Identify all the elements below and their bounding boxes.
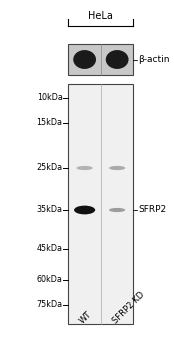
Text: WT: WT (78, 310, 94, 326)
Text: 25kDa: 25kDa (37, 163, 63, 173)
Text: HeLa: HeLa (88, 11, 113, 21)
Ellipse shape (77, 166, 93, 170)
Bar (68, 84, 133, 324)
Ellipse shape (106, 50, 129, 69)
Text: SFRP2 KD: SFRP2 KD (111, 290, 146, 326)
Text: 10kDa: 10kDa (37, 93, 63, 103)
Ellipse shape (109, 166, 125, 170)
Text: 15kDa: 15kDa (37, 118, 63, 127)
Text: SFRP2: SFRP2 (138, 205, 167, 215)
Text: 45kDa: 45kDa (37, 244, 63, 253)
Text: 75kDa: 75kDa (37, 300, 63, 309)
Text: β-actin: β-actin (138, 55, 170, 64)
Ellipse shape (73, 50, 96, 69)
Text: 35kDa: 35kDa (37, 205, 63, 215)
Text: 60kDa: 60kDa (37, 275, 63, 285)
Ellipse shape (109, 208, 125, 212)
Ellipse shape (74, 206, 95, 214)
Bar (68, 44, 133, 75)
